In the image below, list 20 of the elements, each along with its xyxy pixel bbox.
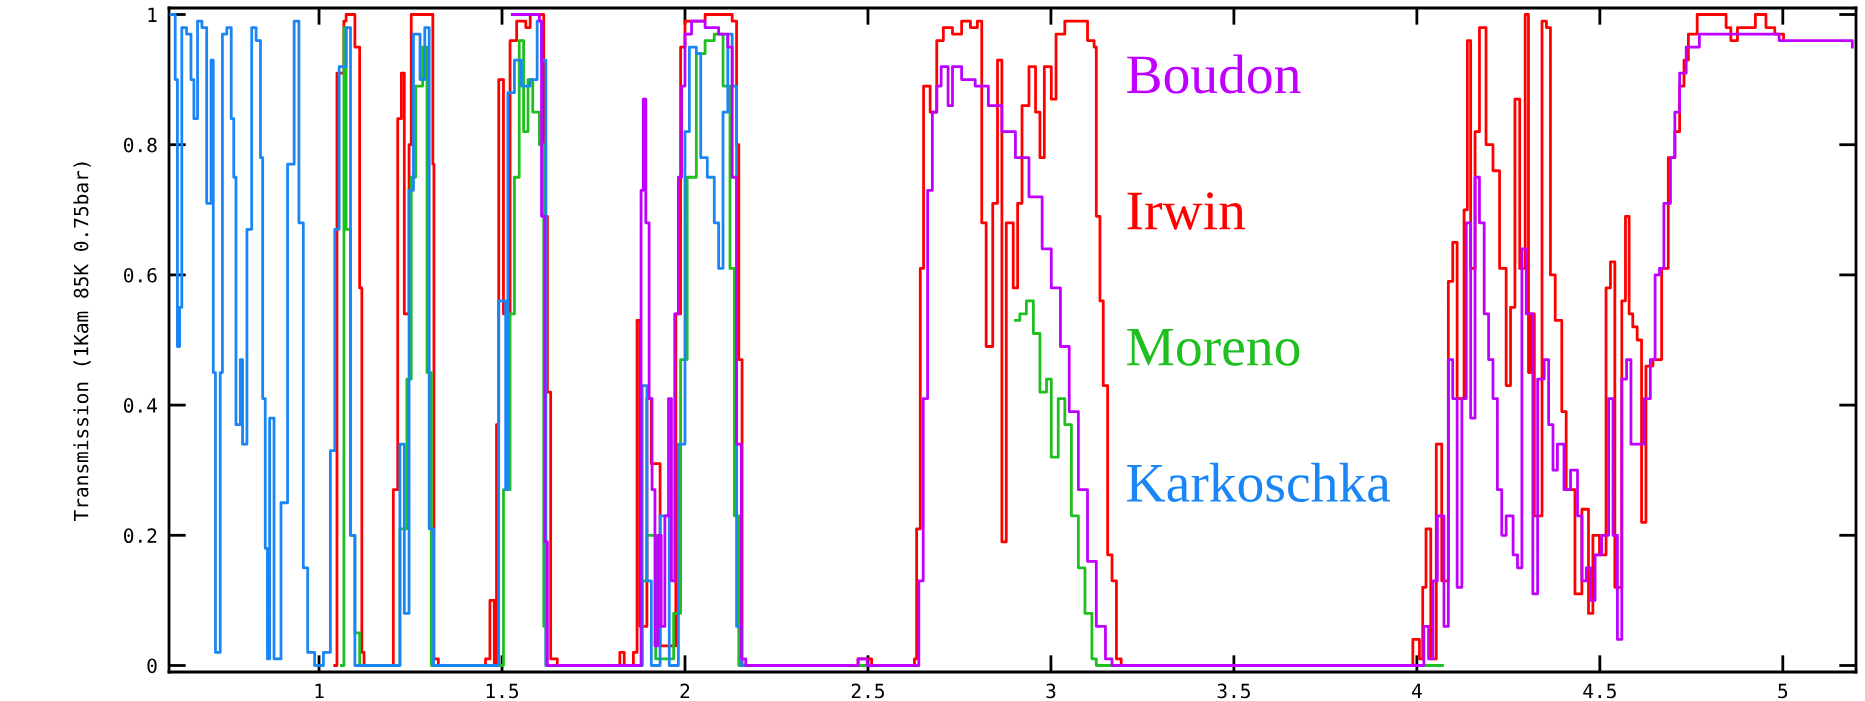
y-tick-label: 0 — [147, 658, 157, 674]
x-tick-label: 3.5 — [1217, 683, 1250, 699]
y-tick-label: 0.4 — [124, 398, 157, 413]
x-tick-label: 2.5 — [851, 683, 884, 699]
text: Karkoschka — [1127, 462, 1391, 502]
x-tick-label: 2 — [680, 683, 690, 698]
y-tick-label: 0.8 — [124, 137, 157, 153]
y-axis-title: Transmission (1Kam 85K 0.75bar) — [73, 162, 91, 521]
y-tick-label: 0.6 — [124, 267, 157, 283]
y-tick-label: 1 — [148, 7, 157, 22]
x-tick-label: 1 — [315, 683, 324, 698]
x-tick-label: 5 — [1778, 683, 1788, 699]
x-tick-label: 4.5 — [1583, 683, 1616, 699]
series-label: Irwin — [1127, 192, 1246, 230]
x-tick-label: 4 — [1411, 683, 1422, 698]
series-label: Moreno — [1127, 328, 1300, 366]
x-tick-label: 1.5 — [486, 683, 519, 699]
text: Boudon — [1127, 54, 1301, 94]
x-tick-label: 3 — [1046, 683, 1056, 699]
y-tick-label: 0.2 — [124, 528, 157, 544]
